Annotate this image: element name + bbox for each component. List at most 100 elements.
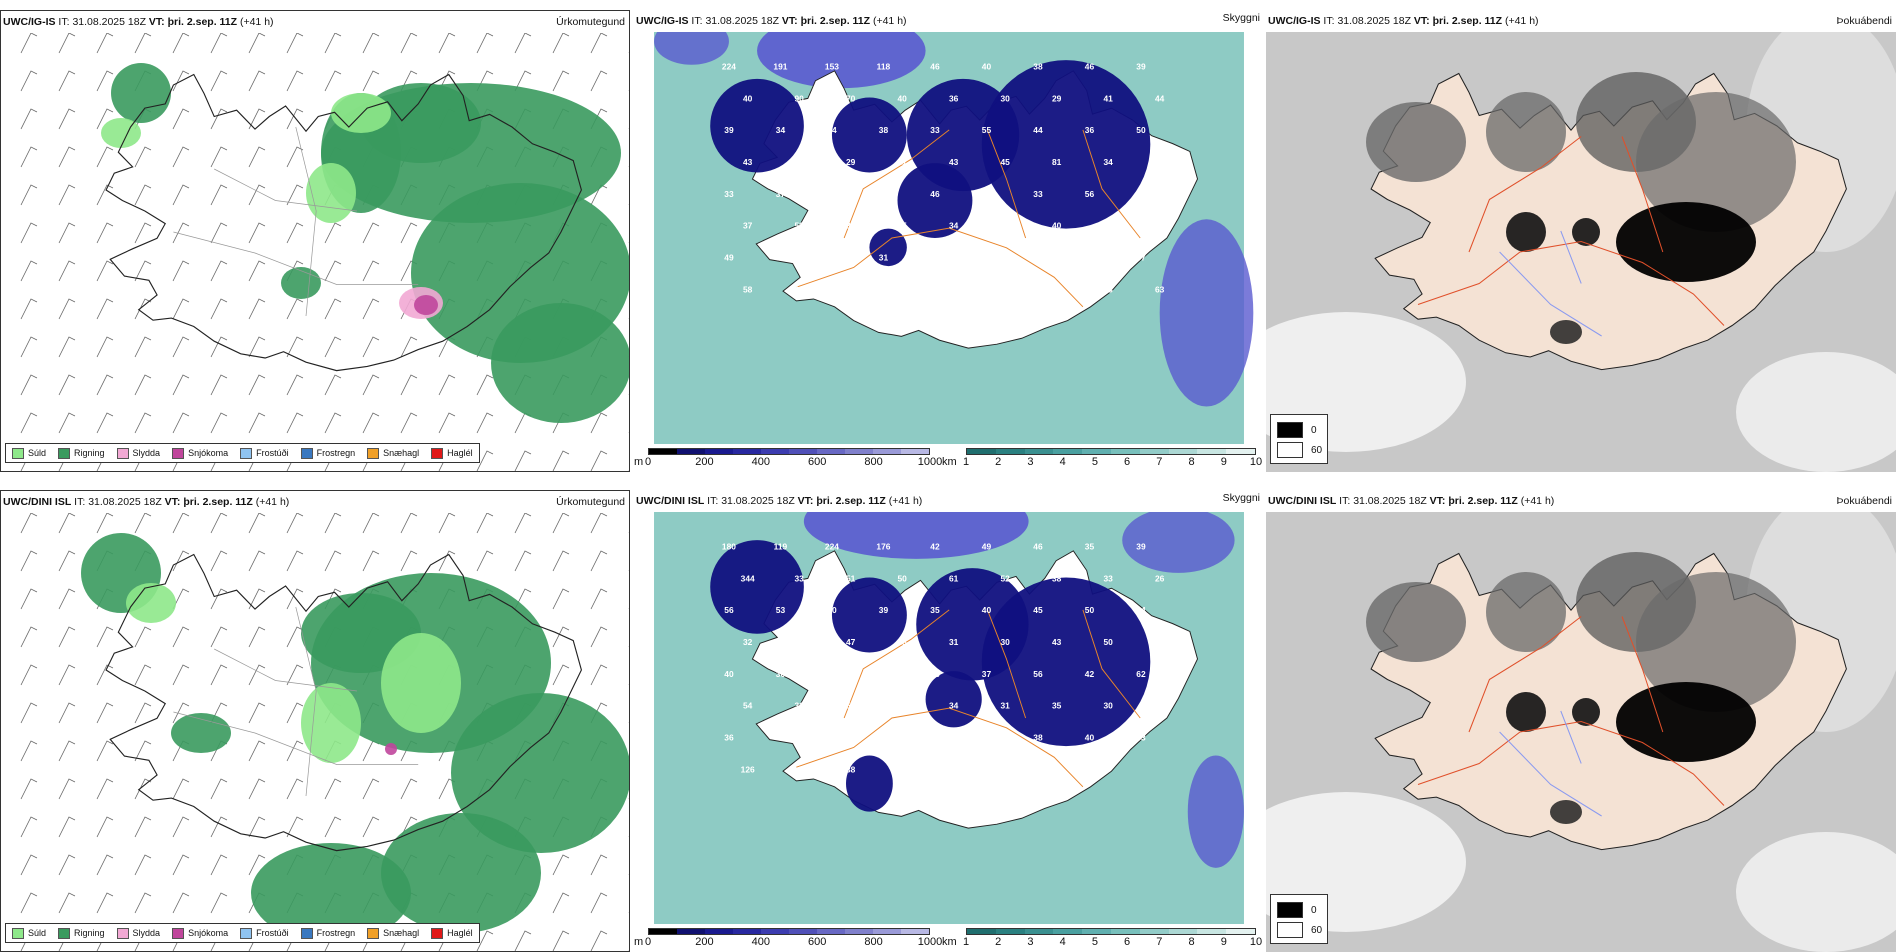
wind-barb	[20, 740, 38, 762]
wind-barb	[362, 513, 380, 534]
visibility-label: 56	[846, 701, 856, 711]
legend-item-2: Slydda	[116, 927, 160, 939]
wind-barb	[58, 513, 76, 534]
wind-barb	[552, 450, 570, 471]
wind-barb	[210, 892, 228, 914]
visibility-label: 48	[982, 252, 992, 262]
visibility-label: 59	[795, 221, 805, 231]
visibility-label: 191	[773, 61, 787, 71]
wind-barb	[286, 412, 304, 434]
wind-barb	[58, 664, 76, 686]
wind-barb	[552, 513, 570, 534]
init-time: 31.08.2025 18Z	[705, 15, 779, 27]
wind-barb	[96, 740, 114, 762]
wind-barb	[400, 222, 418, 244]
panel-title: Úrkomutegund	[556, 496, 625, 508]
visibility-label: 119	[774, 541, 788, 551]
wind-barb	[20, 513, 38, 534]
wind-barb	[324, 336, 342, 358]
visibility-label: 33	[1033, 189, 1043, 199]
model-name: UWC/DINI ISL	[3, 496, 72, 508]
precip-type-panel-top: UWC/IG-IS IT: 31.08.2025 18Z VT: þri. 2.…	[0, 10, 630, 472]
visibility-label: 36	[949, 93, 959, 103]
colorbar-bin	[1197, 449, 1227, 454]
wind-barb	[58, 740, 76, 762]
low-vis-area	[897, 163, 973, 238]
wind-barb	[400, 513, 418, 534]
visibility-label: 48	[898, 637, 908, 647]
colorbar-tick-label: 3	[1027, 456, 1034, 468]
fog-swatch-0	[1277, 902, 1303, 918]
fog-black-area	[1616, 682, 1756, 762]
wind-barb	[362, 33, 380, 54]
panel-title: Skyggni	[1222, 492, 1260, 504]
colorbar-tick-label: 200	[695, 456, 714, 468]
wind-barb	[134, 33, 152, 54]
wind-barb	[628, 950, 629, 951]
visibility-label: 37	[982, 669, 992, 679]
wind-barb	[476, 550, 494, 572]
visibility-labels: 180 119 224 176 42 49 46 35 39 344 33 51 50 61 52 38 33 2…	[722, 541, 1165, 774]
lead-time: (+41 h)	[239, 16, 274, 28]
visibility-label: 36	[846, 221, 856, 231]
wind-barb	[172, 626, 190, 648]
snow-area	[385, 743, 397, 755]
wind-barb	[628, 722, 629, 723]
wind-barb	[248, 588, 266, 610]
visibility-label: 38	[1052, 573, 1062, 583]
visibility-label: 31	[879, 189, 889, 199]
wind-barb	[438, 374, 456, 396]
colorbar-bin	[1226, 929, 1255, 934]
fog-black-area	[1572, 218, 1600, 246]
precip-map	[20, 33, 629, 471]
legend-item-0: Súld	[12, 447, 46, 459]
legend-swatch	[58, 927, 71, 939]
visibility-label: 40	[1052, 221, 1062, 231]
wind-barb	[96, 702, 114, 724]
visibility-label: 31	[879, 252, 889, 262]
fog-black-area	[1572, 698, 1600, 726]
wind-barb	[400, 550, 418, 572]
visibility-label: 41	[898, 157, 908, 167]
colorbar-bin	[677, 449, 705, 454]
fog-legend-label: 0	[1311, 904, 1317, 916]
wind-barb	[590, 930, 608, 951]
wind-barb	[628, 836, 629, 837]
visibility-label: 56	[1085, 252, 1095, 262]
low-vis-area	[831, 97, 907, 173]
wind-barb	[96, 146, 114, 168]
it-label: IT:	[1323, 15, 1335, 27]
colorbar-tick-label: 3	[1027, 936, 1034, 948]
visibility-label: 32	[982, 732, 992, 742]
low-vis-area	[710, 78, 804, 173]
wind-barb	[58, 702, 76, 724]
wind-barb	[590, 626, 608, 648]
wind-barb	[476, 930, 494, 951]
panel-header: UWC/IG-IS IT: 31.08.2025 18Z VT: þri. 2.…	[634, 12, 1264, 29]
wind-barb	[20, 108, 38, 130]
colorbar-tick-label: 6	[1124, 456, 1131, 468]
wind-barb	[172, 184, 190, 206]
wind-barb	[286, 33, 304, 54]
colorbar-tick-label: 10	[1249, 456, 1263, 468]
wind-barb	[172, 298, 190, 320]
low-vis-area	[831, 577, 907, 653]
model-name: UWC/DINI ISL	[1268, 495, 1337, 507]
wind-barb	[172, 412, 190, 434]
it-label: IT:	[707, 495, 719, 507]
wind-barb	[628, 608, 629, 609]
wind-barb	[172, 816, 190, 838]
init-time: 31.08.2025 18Z	[721, 495, 795, 507]
colorbar-tick-label: 1	[962, 456, 970, 468]
visibility-label: 176	[876, 541, 890, 551]
lead-time: (+41 h)	[1504, 15, 1539, 27]
visibility-label: 224	[722, 61, 736, 71]
fog-gray-area	[1486, 572, 1566, 652]
visibility-label: 33	[1052, 284, 1062, 294]
legend-swatch	[172, 447, 185, 459]
wind-barb	[362, 222, 380, 244]
fog-index-areas	[1366, 552, 1796, 824]
wind-barb	[134, 260, 152, 282]
legend-label: Snjókoma	[188, 448, 229, 458]
legend-item-0: Súld	[12, 927, 46, 939]
